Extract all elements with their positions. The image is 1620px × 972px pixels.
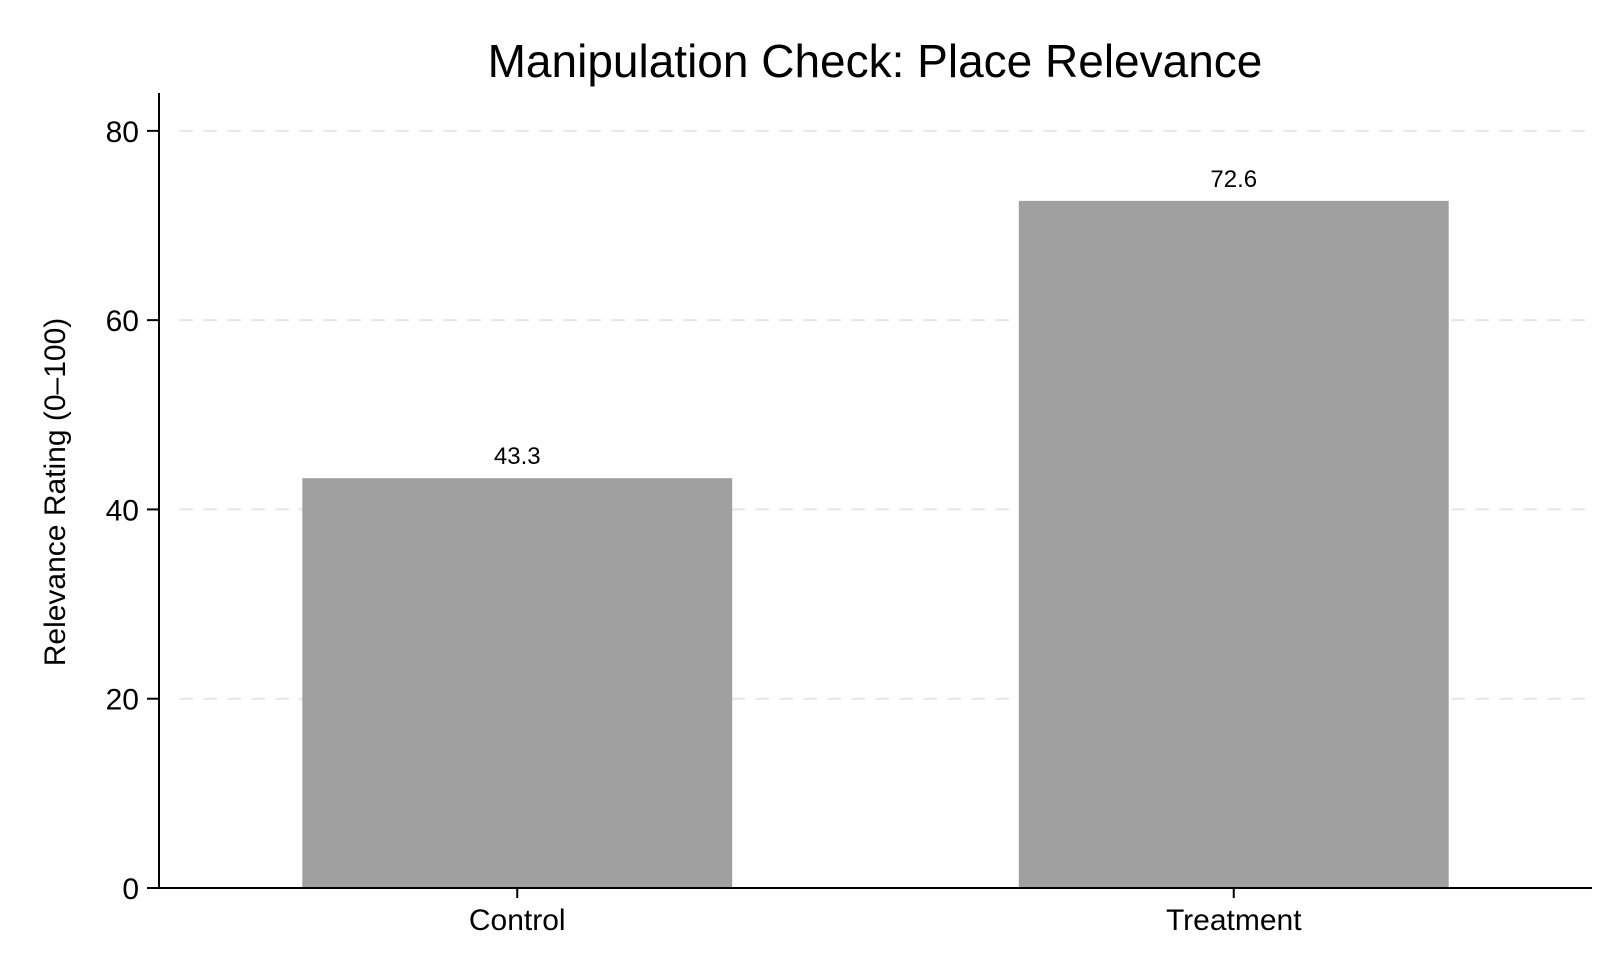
y-tick-label: 40 <box>106 494 139 527</box>
y-tick-label: 80 <box>106 116 139 149</box>
y-tick-label: 20 <box>106 684 139 717</box>
y-tick-label: 60 <box>106 305 139 338</box>
bar-control <box>302 478 733 888</box>
data-labels: 43.3 72.6 <box>494 166 1257 470</box>
x-tick-label: Control <box>469 904 566 937</box>
data-label: 43.3 <box>494 443 541 470</box>
x-axis-ticks: Control Treatment <box>469 888 1302 937</box>
chart-title: Manipulation Check: Place Relevance <box>488 35 1263 87</box>
y-tick-label: 0 <box>122 873 139 906</box>
y-axis-label: Relevance Rating (0–100) <box>39 318 72 667</box>
bar-treatment <box>1018 200 1449 889</box>
x-tick-label: Treatment <box>1166 904 1302 937</box>
bars <box>302 200 1449 889</box>
y-axis-ticks: 0 20 40 60 80 <box>106 116 159 906</box>
data-label: 72.6 <box>1210 166 1257 193</box>
